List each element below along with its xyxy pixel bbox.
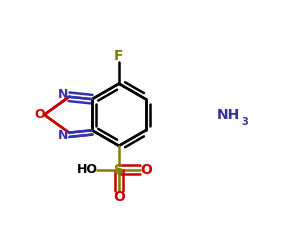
- Text: 3: 3: [241, 117, 248, 127]
- Text: O: O: [34, 108, 45, 121]
- Text: S: S: [114, 163, 124, 177]
- Text: N: N: [58, 88, 68, 101]
- Text: O: O: [113, 190, 125, 204]
- Text: HO: HO: [77, 163, 98, 176]
- Text: NH: NH: [217, 108, 241, 122]
- Text: O: O: [140, 163, 152, 177]
- Text: N: N: [58, 129, 68, 141]
- Text: F: F: [114, 49, 124, 63]
